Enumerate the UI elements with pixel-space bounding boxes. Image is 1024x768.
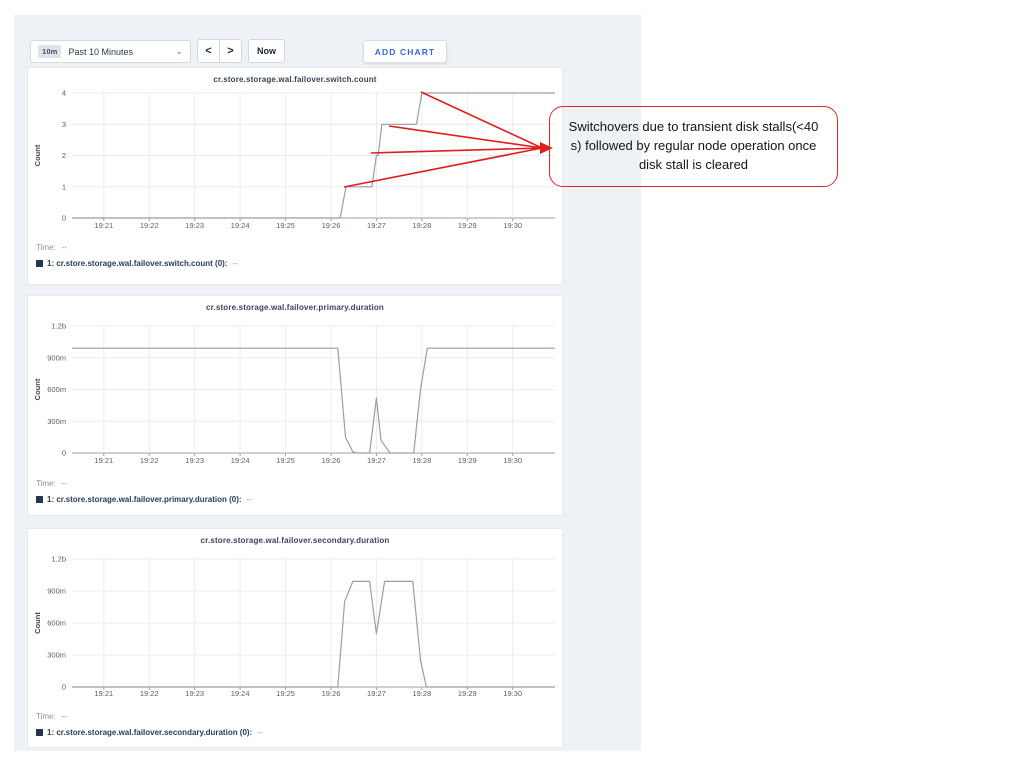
- svg-text:900m: 900m: [47, 587, 66, 596]
- chevron-left-icon: <: [205, 45, 212, 57]
- annotation-callout: Switchovers due to transient disk stalls…: [549, 106, 838, 187]
- svg-text:19:22: 19:22: [140, 456, 159, 465]
- svg-text:1.2b: 1.2b: [51, 555, 66, 564]
- chevron-down-icon: ⌄: [175, 46, 183, 56]
- svg-text:19:26: 19:26: [322, 689, 341, 698]
- now-button[interactable]: Now: [248, 39, 285, 63]
- prev-range-button[interactable]: <: [197, 39, 220, 63]
- svg-text:19:23: 19:23: [185, 221, 204, 230]
- svg-text:0: 0: [62, 449, 66, 458]
- svg-text:19:22: 19:22: [140, 689, 159, 698]
- hover-time-row: Time: --: [36, 243, 68, 252]
- add-chart-button[interactable]: ADD CHART: [363, 40, 447, 63]
- chart-title: cr.store.storage.wal.failover.secondary.…: [200, 536, 390, 545]
- chart-canvas[interactable]: 4 3 2 1 0 19:21 19:22 19:23 19:24 19:25 19:26 19:27…: [28, 87, 562, 237]
- chevron-right-icon: >: [227, 45, 234, 57]
- legend-swatch: [36, 260, 43, 267]
- legend-swatch: [36, 729, 43, 736]
- legend-row[interactable]: 1: cr.store.storage.wal.failover.primary…: [36, 495, 562, 504]
- svg-text:19:27: 19:27: [367, 689, 386, 698]
- svg-text:19:21: 19:21: [94, 456, 113, 465]
- svg-text:0: 0: [62, 683, 66, 692]
- svg-text:19:25: 19:25: [276, 689, 295, 698]
- svg-text:19:26: 19:26: [322, 221, 341, 230]
- svg-text:2: 2: [62, 151, 66, 160]
- svg-text:19:23: 19:23: [185, 689, 204, 698]
- svg-text:19:26: 19:26: [322, 456, 341, 465]
- svg-text:19:24: 19:24: [231, 221, 250, 230]
- time-range-badge: 10m: [38, 45, 62, 58]
- svg-text:19:30: 19:30: [503, 456, 522, 465]
- legend-swatch: [36, 496, 43, 503]
- hover-time-row: Time: --: [36, 479, 68, 488]
- svg-text:19:27: 19:27: [367, 456, 386, 465]
- chart-title: cr.store.storage.wal.failover.primary.du…: [206, 303, 384, 312]
- svg-text:Count: Count: [33, 144, 42, 166]
- legend-row[interactable]: 1: cr.store.storage.wal.failover.switch.…: [36, 259, 562, 268]
- svg-text:19:27: 19:27: [367, 221, 386, 230]
- svg-text:19:29: 19:29: [458, 456, 477, 465]
- svg-text:19:30: 19:30: [503, 689, 522, 698]
- time-range-dropdown[interactable]: 10m Past 10 Minutes ⌄: [30, 40, 191, 63]
- svg-text:19:25: 19:25: [276, 456, 295, 465]
- chart-title: cr.store.storage.wal.failover.switch.cou…: [213, 75, 377, 84]
- legend-label: 1: cr.store.storage.wal.failover.seconda…: [47, 728, 253, 737]
- chart-card-primary-duration: cr.store.storage.wal.failover.primary.du…: [28, 296, 562, 515]
- svg-text:19:21: 19:21: [94, 689, 113, 698]
- svg-text:Count: Count: [33, 612, 42, 634]
- svg-text:19:24: 19:24: [231, 689, 250, 698]
- chart-canvas[interactable]: 1.2b 900m 600m 300m 0 19:21 19:22 19:23 19:24 19:…: [28, 315, 562, 473]
- legend-label: 1: cr.store.storage.wal.failover.primary…: [47, 495, 242, 504]
- svg-text:19:21: 19:21: [94, 221, 113, 230]
- legend-value: --: [246, 495, 252, 504]
- time-range-label: Past 10 Minutes: [68, 46, 134, 57]
- svg-text:19:30: 19:30: [503, 221, 522, 230]
- svg-text:19:28: 19:28: [412, 689, 431, 698]
- svg-text:300m: 300m: [47, 651, 66, 660]
- svg-text:19:29: 19:29: [458, 221, 477, 230]
- svg-text:3: 3: [62, 120, 66, 129]
- svg-text:19:24: 19:24: [231, 456, 250, 465]
- chart-canvas[interactable]: 1.2b 900m 600m 300m 0 19:21 19:22 19:23 19:24 19:…: [28, 548, 562, 706]
- svg-text:300m: 300m: [47, 417, 66, 426]
- svg-text:900m: 900m: [47, 353, 66, 362]
- svg-text:19:23: 19:23: [185, 456, 204, 465]
- svg-text:600m: 600m: [47, 619, 66, 628]
- chart-card-secondary-duration: cr.store.storage.wal.failover.secondary.…: [28, 529, 562, 747]
- next-range-button[interactable]: >: [219, 39, 242, 63]
- svg-text:19:28: 19:28: [412, 456, 431, 465]
- svg-text:0: 0: [62, 214, 66, 223]
- legend-row[interactable]: 1: cr.store.storage.wal.failover.seconda…: [36, 728, 562, 737]
- svg-text:19:25: 19:25: [276, 221, 295, 230]
- svg-text:19:22: 19:22: [140, 221, 159, 230]
- time-nav-buttons: < >: [197, 39, 242, 63]
- svg-text:Count: Count: [33, 378, 42, 400]
- legend-value: --: [257, 728, 263, 737]
- svg-text:1: 1: [62, 182, 66, 191]
- svg-text:19:28: 19:28: [412, 221, 431, 230]
- svg-text:1.2b: 1.2b: [51, 322, 66, 331]
- hover-time-row: Time: --: [36, 712, 68, 721]
- legend-value: --: [232, 259, 238, 268]
- svg-text:600m: 600m: [47, 385, 66, 394]
- svg-text:19:29: 19:29: [458, 689, 477, 698]
- svg-text:4: 4: [62, 89, 66, 98]
- legend-label: 1: cr.store.storage.wal.failover.switch.…: [47, 259, 228, 268]
- chart-card-switch-count: cr.store.storage.wal.failover.switch.cou…: [28, 68, 562, 284]
